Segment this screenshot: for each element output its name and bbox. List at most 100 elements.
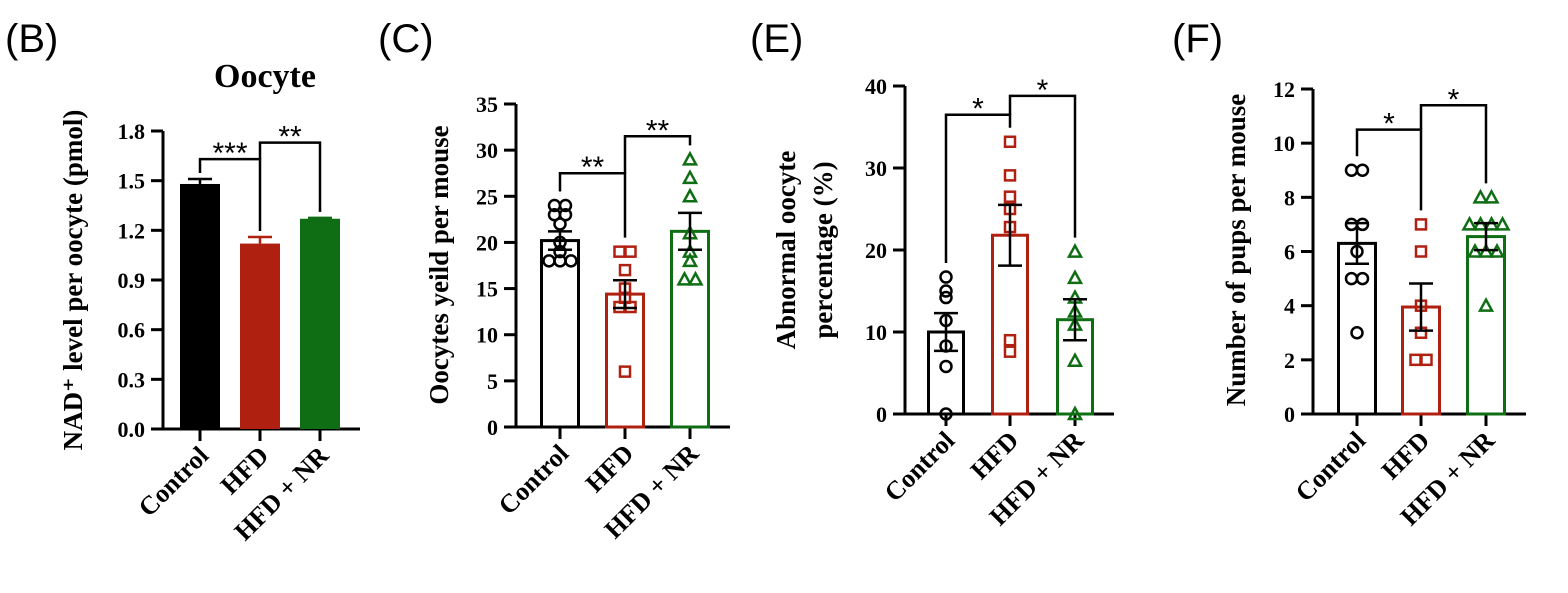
data-point-circle <box>939 290 953 305</box>
y-tick-label: 25 <box>476 184 498 209</box>
y-tick-label: 1.8 <box>118 119 146 144</box>
y-tick-label: 1.5 <box>118 169 146 194</box>
data-point-square <box>1003 190 1017 203</box>
data-point-circle <box>1344 271 1359 286</box>
data-point-triangle <box>681 252 699 268</box>
data-point-circle <box>1350 326 1364 340</box>
data-point-square <box>1414 245 1428 258</box>
y-tick-label: 12 <box>1273 77 1295 102</box>
panel-label: (B) <box>5 17 58 61</box>
bar-0 <box>540 239 580 429</box>
data-point-triangle <box>1066 405 1084 421</box>
y-tick-label: 0.6 <box>118 318 146 343</box>
panel-label: (F) <box>1172 17 1223 61</box>
bar-1 <box>605 292 645 429</box>
x-tick-label: Control <box>493 439 574 520</box>
bar-2 <box>670 229 710 429</box>
bar-1 <box>240 243 280 429</box>
significance-bracket <box>258 141 322 212</box>
chart-title: Oocyte <box>214 58 316 95</box>
significance-bracket <box>1355 128 1423 211</box>
data-point-circle <box>564 254 578 268</box>
data-point-square <box>1003 169 1017 182</box>
data-point-square <box>1003 345 1017 358</box>
y-tick-label: 0 <box>876 402 887 427</box>
data-point-circle <box>553 217 567 231</box>
data-point-circle <box>1355 163 1370 177</box>
data-point-square <box>1414 218 1428 231</box>
bar-2 <box>300 218 340 429</box>
data-point-square <box>618 365 632 378</box>
data-point-square <box>1409 353 1422 367</box>
y-axis-label: Abnormal oocyte <box>771 151 801 350</box>
data-point-circle <box>1344 163 1359 177</box>
data-point-triangle <box>1066 352 1084 367</box>
panel-c: (C) Oocytes yeild per mouse 0 5 10 15 20 25 30 35… <box>378 17 730 544</box>
x-tick-label: Control <box>879 426 960 507</box>
data-point-triangle <box>1477 297 1495 312</box>
data-point-square <box>1420 353 1433 367</box>
y-tick-label: 8 <box>1284 185 1295 210</box>
panel-b: (B) Oocyte NAD⁺ level per oocyte (pmol) 0.0… <box>5 17 360 546</box>
y-tick-label: 10 <box>476 323 498 348</box>
y-tick-label: 6 <box>1284 240 1295 265</box>
panel-label: (E) <box>750 17 803 61</box>
data-point-square <box>618 263 632 277</box>
x-tick-label: Control <box>133 441 214 522</box>
bar-0 <box>180 183 220 429</box>
significance-bracket <box>1008 94 1077 238</box>
data-point-triangle <box>681 169 699 185</box>
y-tick-label: 5 <box>487 369 498 394</box>
y-tick-label: 30 <box>476 138 498 163</box>
y-axis-label: Oocytes yeild per mouse <box>424 125 454 404</box>
data-point-circle <box>939 359 953 374</box>
significance-bracket <box>623 135 692 174</box>
y-tick-label: 15 <box>476 277 498 302</box>
y-axis-label: Number of pups per mouse <box>1221 94 1251 407</box>
x-tick-label: HFD <box>1376 426 1435 485</box>
data-point-triangle <box>681 187 699 203</box>
significance-bracket <box>198 157 262 231</box>
data-point-square <box>1003 135 1017 149</box>
data-point-triangle <box>1066 269 1084 285</box>
data-point-square <box>1003 333 1017 347</box>
data-point-circle <box>939 407 953 421</box>
data-point-triangle <box>687 270 704 286</box>
significance-bracket <box>944 113 1012 264</box>
y-tick-label: 35 <box>476 92 498 117</box>
data-point-triangle <box>1483 188 1500 204</box>
data-point-triangle <box>1472 188 1489 204</box>
significance-label: *** <box>212 137 247 170</box>
y-tick-label: 0 <box>487 415 498 440</box>
data-point-triangle <box>681 150 699 166</box>
x-tick-label: HFD <box>965 426 1024 485</box>
significance-label: * <box>1037 74 1049 107</box>
panel-e: (E) Abnormal oocyte percentage (%) 0 10 20 30 4… <box>750 17 1114 531</box>
y-tick-label: 0 <box>1284 402 1295 427</box>
y-tick-label: 40 <box>865 74 887 99</box>
panel-f: (F) Number of pups per mouse 0 2 4 6 8 10 12 Cont… <box>1172 17 1526 531</box>
data-point-triangle <box>1066 243 1084 258</box>
y-tick-label: 1.2 <box>118 218 146 243</box>
significance-label: * <box>1383 108 1395 141</box>
data-point-circle <box>939 270 953 284</box>
y-tick-label: 0.0 <box>118 417 146 442</box>
data-point-circle <box>558 198 573 213</box>
significance-label: * <box>1448 83 1460 116</box>
significance-label: ** <box>646 114 670 147</box>
data-point-square <box>613 245 626 258</box>
data-point-triangle <box>676 270 693 286</box>
y-tick-label: 10 <box>865 320 887 345</box>
y-tick-label: 20 <box>865 238 887 263</box>
significance-label: * <box>972 93 984 126</box>
significance-label: ** <box>581 151 605 184</box>
bar-0 <box>1337 241 1377 416</box>
y-axis-label: percentage (%) <box>808 161 838 338</box>
data-point-circle <box>1344 217 1359 232</box>
bar-2 <box>1466 235 1506 416</box>
significance-label: ** <box>278 121 302 154</box>
data-point-circle <box>939 284 953 298</box>
data-point-square <box>624 245 637 258</box>
y-tick-label: 0.3 <box>118 367 146 392</box>
panel-label: (C) <box>378 17 434 61</box>
